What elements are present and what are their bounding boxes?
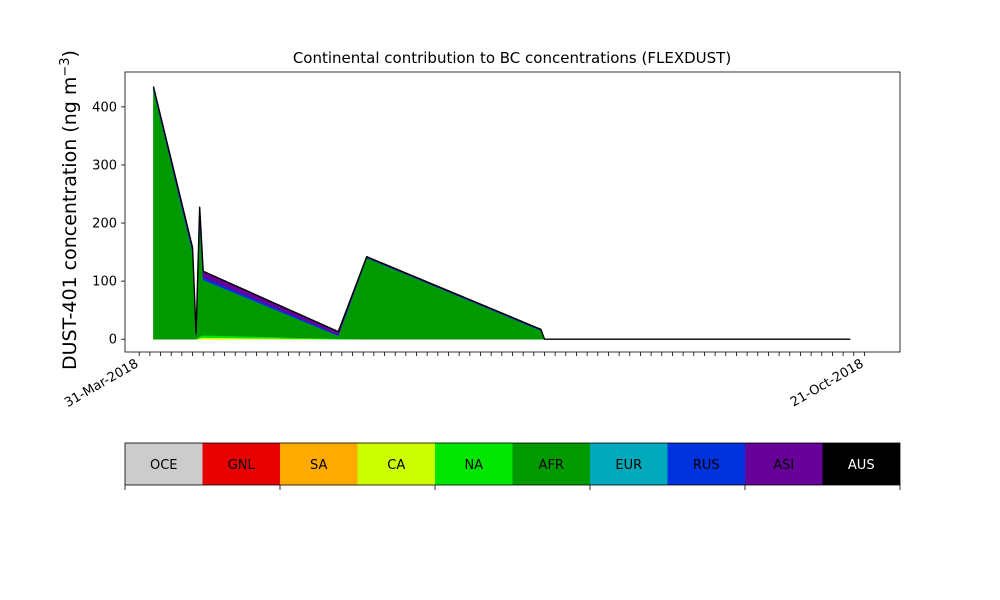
y-tick-label: 100	[92, 275, 117, 290]
legend-swatch-eur	[590, 443, 668, 485]
legend-label-afr: AFR	[539, 458, 564, 473]
legend-label-na: NA	[464, 458, 483, 473]
legend-swatch-ca	[357, 443, 435, 485]
y-tick-label: 0	[109, 333, 117, 348]
area-rus	[153, 88, 851, 340]
y-axis-label: DUST-401 concentration (ng m−3)	[58, 50, 82, 370]
legend-label-eur: EUR	[615, 458, 642, 473]
y-tick-label: 200	[92, 217, 117, 232]
legend-swatch-afr	[512, 443, 590, 485]
legend-swatch-rus	[667, 443, 745, 485]
legend-label-oce: OCE	[150, 458, 178, 473]
y-tick-label: 400	[92, 100, 117, 115]
legend-label-asi: ASI	[773, 458, 794, 473]
total-outline	[152, 86, 851, 340]
legend-label-gnl: GNL	[228, 458, 256, 473]
chart-title: Continental contribution to BC concentra…	[293, 49, 731, 67]
y-axis-label-main: DUST-401 concentration (ng m	[59, 77, 81, 370]
legend-swatch-oce	[125, 443, 203, 485]
legend-label-sa: SA	[310, 458, 327, 473]
legend-swatch-na	[435, 443, 513, 485]
x-tick-label: 21-Oct-2018	[788, 356, 866, 410]
y-axis-label-suffix: )	[59, 50, 81, 57]
y-axis-label-superscript: −3	[58, 57, 73, 76]
legend: OCE GNL SA CA NA AFR EUR RUS ASI AUS	[124, 442, 901, 490]
plot-layer	[152, 86, 851, 340]
legend-label-rus: RUS	[693, 458, 720, 473]
legend-swatch-gnl	[202, 443, 280, 485]
legend-label-aus: AUS	[848, 458, 875, 473]
legend-label-ca: CA	[387, 458, 405, 473]
legend-swatch-asi	[745, 443, 823, 485]
y-tick-label: 300	[92, 158, 117, 173]
legend-swatch-sa	[280, 443, 358, 485]
legend-frame	[124, 442, 901, 486]
legend-swatch-aus	[822, 443, 900, 485]
